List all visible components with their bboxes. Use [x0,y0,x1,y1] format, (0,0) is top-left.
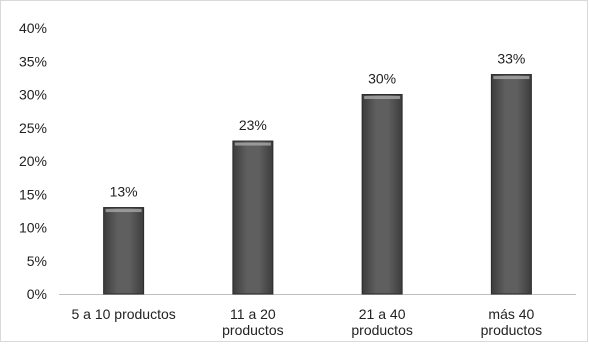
y-tick-label: 10% [19,220,47,236]
category-label-line: 5 a 10 productos [71,306,175,322]
data-label: 23% [239,117,267,133]
category-label-line: productos [481,322,542,338]
category-label: 5 a 10 productos [71,306,175,322]
bar-top-highlight [493,76,530,80]
y-tick-label: 35% [19,53,47,69]
category-label: más 40 productos [481,306,542,338]
category-label-line: productos [222,322,283,338]
y-tick-label: 0% [27,286,47,302]
bar [232,140,274,295]
category-label-line: 21 a 40 [359,306,406,322]
bar [103,207,145,295]
data-label: 33% [497,51,525,67]
y-tick-label: 5% [27,253,47,269]
y-tick-label: 20% [19,153,47,169]
y-tick-label: 15% [19,186,47,202]
category-label: 21 a 40 productos [351,306,412,338]
y-tick-label: 40% [19,20,47,36]
bar-top-highlight [105,209,142,213]
y-tick-label: 25% [19,120,47,136]
bar-top-highlight [364,96,401,99]
y-tick-label: 30% [19,87,47,103]
bar-top-highlight [234,142,271,146]
category-label-line: productos [351,322,412,338]
category-label: 11 a 20 productos [222,306,283,338]
bar [490,74,532,295]
bar [361,94,403,295]
data-label: 30% [368,71,396,87]
category-label-line: 11 a 20 [230,306,276,322]
data-label: 13% [110,184,138,200]
category-label-line: más 40 [488,306,534,322]
